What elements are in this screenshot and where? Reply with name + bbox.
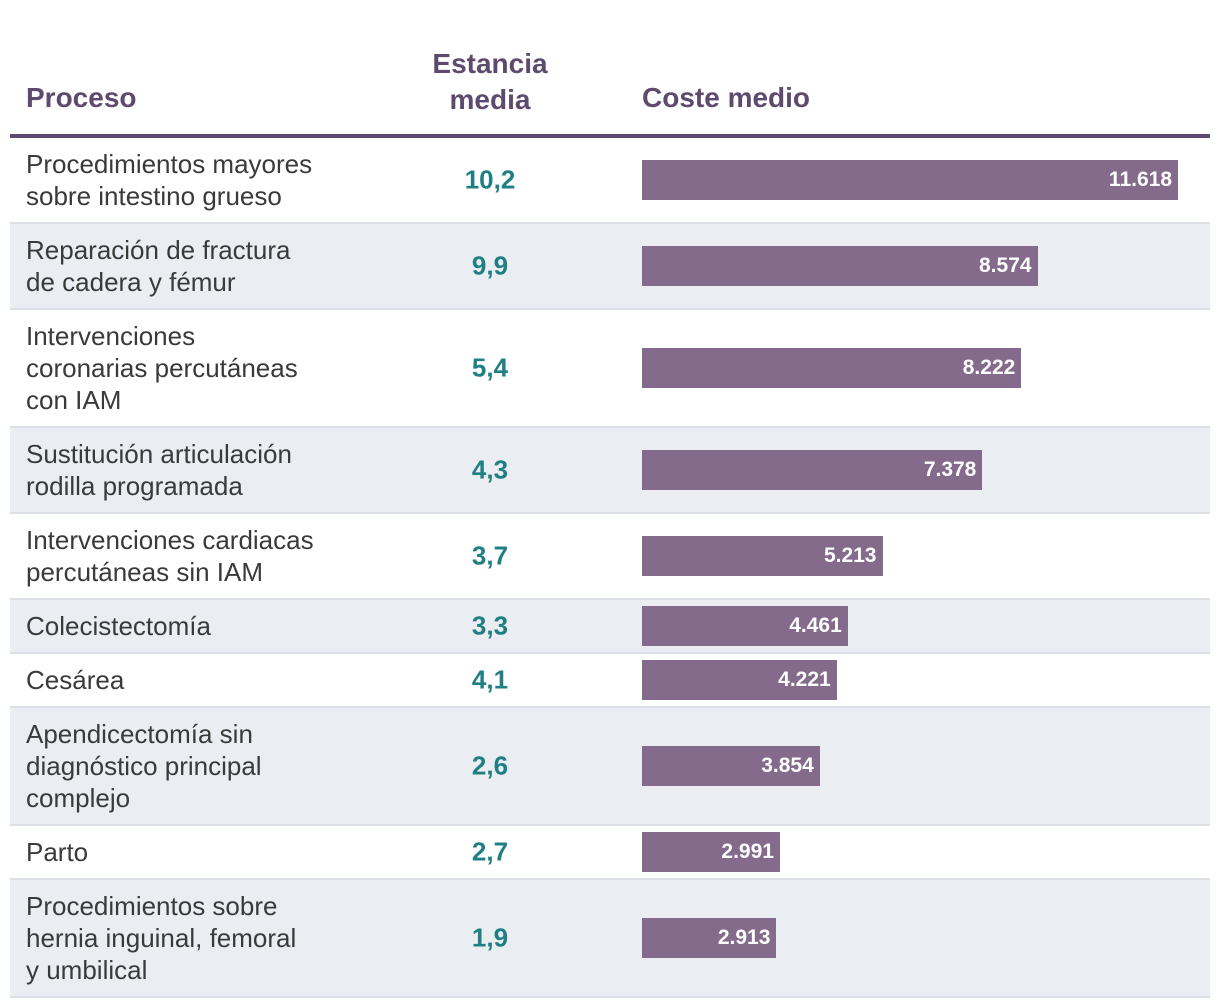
process-name: Apendicectomía sin diagnóstico principal…: [26, 719, 262, 813]
header-coste-medio: Coste medio: [642, 82, 811, 113]
table-row: Intervenciones cardiacas percutáneas sin…: [10, 514, 1210, 600]
estancia-media-value: 4,1: [471, 664, 509, 695]
estancia-media-value: 10,2: [464, 164, 516, 195]
cost-bar-label: 11.618: [1108, 168, 1172, 191]
cost-bar: 5.213: [642, 536, 883, 576]
table-row: Parto 2,7 2.991: [10, 826, 1210, 880]
table-row: Intervenciones coronarias percutáneas co…: [10, 310, 1210, 428]
cost-bar-label: 8.222: [962, 356, 1016, 379]
table-row: Reparación de fractura de cadera y fémur…: [10, 224, 1210, 310]
header-proceso: Proceso: [26, 82, 137, 113]
process-name: Colecistectomía: [26, 611, 211, 641]
cost-bar: 3.854: [642, 746, 820, 786]
process-name: Intervenciones cardiacas percutáneas sin…: [26, 525, 314, 587]
header-estancia-media: Estancia media: [432, 48, 548, 115]
process-name: Intervenciones coronarias percutáneas co…: [26, 321, 298, 415]
cost-bar: 11.618: [642, 160, 1178, 200]
cost-bar-label: 5.213: [823, 544, 877, 567]
estancia-media-value: 3,7: [471, 540, 509, 571]
cost-bar: 7.378: [642, 450, 983, 490]
cost-bar: 2.913: [642, 918, 777, 958]
cost-bar: 8.222: [642, 348, 1022, 388]
process-name: Procedimientos mayores sobre intestino g…: [26, 149, 313, 211]
process-name: Sustitución articulación rodilla program…: [26, 439, 292, 501]
estancia-media-value: 1,9: [471, 922, 509, 953]
cost-bar-label: 8.574: [979, 254, 1032, 277]
table-row: Cesárea 4,1 4.221: [10, 654, 1210, 708]
cost-bar-label: 4.461: [789, 614, 842, 637]
estancia-media-value: 2,7: [471, 836, 509, 867]
table-row: Procedimientos sobre hernia inguinal, fe…: [10, 880, 1210, 998]
process-name: Cesárea: [26, 665, 125, 695]
estancia-media-value: 2,6: [471, 750, 509, 781]
estancia-media-value: 3,3: [471, 610, 509, 641]
cost-bar: 4.221: [642, 660, 837, 700]
table-row: Apendicectomía sin diagnóstico principal…: [10, 708, 1210, 826]
cost-bar: 2.991: [642, 832, 780, 872]
process-name: Reparación de fractura de cadera y fémur: [26, 235, 291, 297]
cost-bar-label: 2.913: [717, 926, 771, 949]
cost-bar: 8.574: [642, 246, 1038, 286]
cost-bar-label: 7.378: [923, 458, 977, 481]
estancia-media-value: 5,4: [471, 352, 509, 383]
table-row: Procedimientos mayores sobre intestino g…: [10, 138, 1210, 224]
cost-table: Proceso Estancia media Coste medio Proce…: [10, 0, 1210, 998]
estancia-media-value: 9,9: [471, 250, 509, 281]
estancia-media-value: 4,3: [471, 454, 509, 485]
process-name: Procedimientos sobre hernia inguinal, fe…: [26, 891, 297, 985]
cost-bar-label: 2.991: [721, 840, 774, 863]
table-row: Colecistectomía 3,3 4.461: [10, 600, 1210, 654]
cost-bar-label: 4.221: [778, 668, 831, 691]
process-name: Parto: [26, 837, 89, 867]
table-row: Sustitución articulación rodilla program…: [10, 428, 1210, 514]
table-header: Proceso Estancia media Coste medio: [10, 0, 1210, 138]
cost-bar-label: 3.854: [761, 754, 814, 777]
cost-bar: 4.461: [642, 606, 848, 646]
